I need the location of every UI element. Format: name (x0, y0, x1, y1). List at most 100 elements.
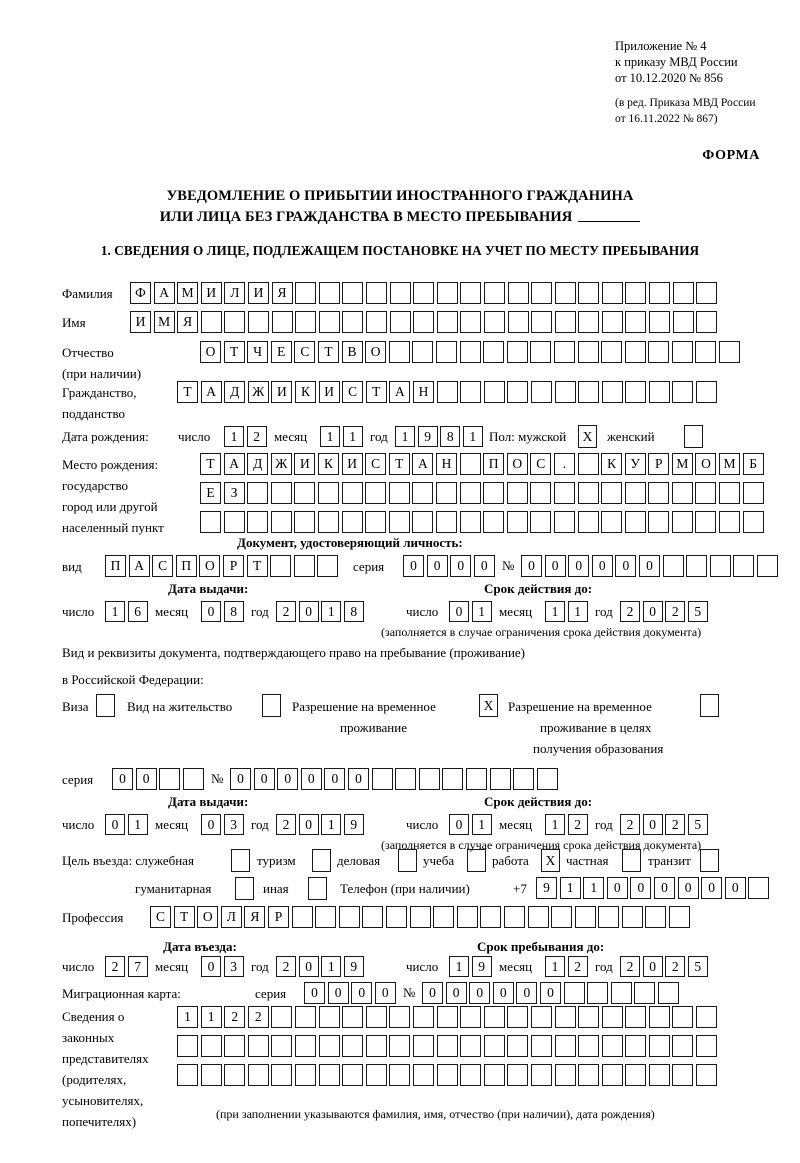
grid-cell[interactable]: Т (317, 341, 339, 363)
grid-cell[interactable] (530, 1035, 552, 1057)
grid-cell[interactable] (625, 381, 647, 403)
grid-cell[interactable]: 0 (445, 982, 467, 1004)
grid-cell[interactable] (460, 311, 482, 333)
grid-cell[interactable]: О (506, 453, 528, 475)
grid-cell[interactable] (177, 1064, 198, 1086)
grid-cell[interactable]: 0 (105, 814, 125, 835)
grid-cell[interactable] (696, 1064, 718, 1086)
grid-cell[interactable] (200, 511, 221, 533)
grid-cell[interactable]: 2 (665, 814, 686, 835)
grid-cell[interactable] (465, 768, 487, 790)
grid-cell[interactable] (435, 511, 457, 533)
grid-cell[interactable] (389, 282, 411, 304)
grid-cell[interactable]: 1 (105, 601, 125, 622)
checkbox-purpose-official[interactable] (231, 849, 250, 872)
grid-cell[interactable]: Т (200, 453, 221, 475)
grid-cell[interactable] (553, 341, 575, 363)
grid-cell[interactable]: 2 (620, 814, 640, 835)
grid-cell[interactable] (483, 341, 505, 363)
grid-cell[interactable] (506, 482, 528, 504)
grid-cell[interactable] (295, 311, 317, 333)
grid-cell[interactable] (460, 282, 482, 304)
grid-cell[interactable] (270, 482, 292, 504)
grid-cell[interactable] (672, 381, 694, 403)
grid-cell[interactable] (554, 282, 576, 304)
grid-cell[interactable]: 0 (426, 555, 448, 577)
grid-cell[interactable] (460, 1035, 482, 1057)
grid-cell[interactable]: 1 (545, 814, 565, 835)
grid-cell[interactable]: 7 (127, 956, 148, 977)
grid-cell[interactable] (695, 341, 717, 363)
grid-cell[interactable] (719, 511, 741, 533)
grid-cell[interactable]: Л (224, 282, 246, 304)
grid-cell[interactable]: 2 (276, 814, 296, 835)
grid-cell[interactable]: С (342, 381, 364, 403)
grid-cell[interactable]: 1 (545, 956, 565, 977)
grid-cell[interactable] (413, 282, 435, 304)
grid-cell[interactable] (621, 906, 643, 928)
grid-cell[interactable]: 9 (471, 956, 492, 977)
grid-cell[interactable] (696, 311, 718, 333)
grid-cell[interactable]: 1 (321, 601, 342, 622)
grid-cell[interactable] (574, 906, 596, 928)
grid-cell[interactable] (578, 311, 600, 333)
grid-cell[interactable] (200, 1035, 222, 1057)
grid-cell[interactable]: 0 (469, 982, 491, 1004)
grid-cell[interactable] (624, 511, 646, 533)
grid-cell[interactable]: Р (222, 555, 244, 577)
grid-cell[interactable]: О (695, 453, 717, 475)
grid-cell[interactable] (489, 768, 511, 790)
grid-cell[interactable]: Т (223, 341, 245, 363)
grid-cell[interactable]: Т (365, 381, 387, 403)
grid-cell[interactable]: Ж (270, 453, 292, 475)
grid-cell[interactable] (247, 1064, 269, 1086)
grid-cell[interactable] (294, 1064, 316, 1086)
grid-cell[interactable] (365, 482, 387, 504)
grid-cell[interactable]: 0 (112, 768, 133, 790)
grid-cell[interactable] (648, 381, 670, 403)
grid-cell[interactable] (601, 1006, 623, 1028)
grid-cell[interactable] (719, 341, 741, 363)
legal-rep-row-3[interactable] (177, 1064, 720, 1086)
grid-cell[interactable] (553, 482, 575, 504)
grid-cell[interactable] (341, 511, 363, 533)
grid-cell[interactable]: 0 (298, 956, 319, 977)
grid-cell[interactable] (460, 1006, 482, 1028)
grid-cell[interactable]: 0 (539, 982, 561, 1004)
grid-cell[interactable]: Л (220, 906, 242, 928)
grid-cell[interactable]: 1 (583, 877, 605, 899)
grid-cell[interactable]: 0 (277, 768, 299, 790)
grid-cell[interactable] (530, 1064, 552, 1086)
grid-cell[interactable] (409, 906, 431, 928)
grid-cell[interactable] (648, 482, 670, 504)
grid-cell[interactable]: 0 (521, 555, 542, 577)
grid-cell[interactable] (456, 906, 478, 928)
grid-cell[interactable] (530, 511, 552, 533)
grid-cell[interactable] (385, 906, 407, 928)
grid-cell[interactable] (412, 482, 434, 504)
grid-cell[interactable] (662, 555, 684, 577)
grid-cell[interactable] (601, 341, 623, 363)
grid-cell[interactable]: 0 (449, 814, 469, 835)
grid-cell[interactable] (756, 555, 778, 577)
grid-cell[interactable]: А (223, 453, 245, 475)
grid-cell[interactable] (601, 511, 623, 533)
grid-cell[interactable] (247, 511, 269, 533)
grid-cell[interactable]: 0 (642, 956, 663, 977)
grid-cell[interactable]: 0 (300, 768, 322, 790)
grid-cell[interactable] (531, 282, 553, 304)
grid-cell[interactable]: 0 (516, 982, 538, 1004)
grid-cell[interactable]: 0 (201, 601, 221, 622)
checkbox-temp-residence[interactable]: X (479, 694, 498, 717)
